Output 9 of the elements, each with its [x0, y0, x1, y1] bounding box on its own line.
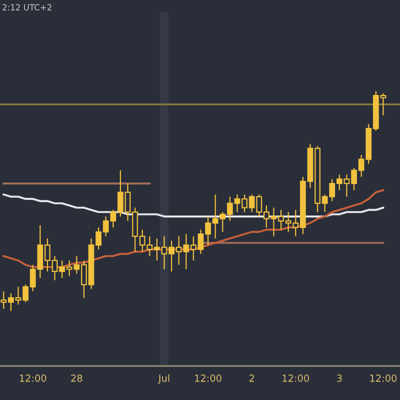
- x-tick-label: 12:00: [20, 374, 46, 382]
- x-tick-label: 12:00: [370, 374, 397, 382]
- x-tick-label: 28: [71, 374, 82, 382]
- x-tick-label: 12:00: [282, 374, 309, 382]
- text: 2:12 UTC+2: [2, 4, 52, 10]
- x-tick-label: 3: [337, 374, 342, 382]
- x-tick-label: 12:00: [195, 374, 222, 382]
- x-tick-label: Jul: [158, 374, 170, 384]
- x-tick-label: 2: [249, 374, 254, 382]
